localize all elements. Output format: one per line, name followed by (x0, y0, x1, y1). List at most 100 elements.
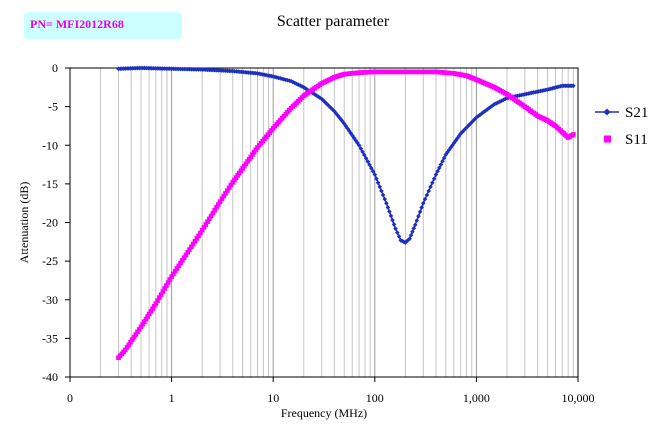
x-axis-title: Frequency (MHz) (281, 406, 367, 420)
legend: S21 S11 (595, 105, 648, 148)
data-point (431, 176, 437, 181)
data-point (417, 209, 423, 215)
data-point (394, 230, 400, 235)
data-point (228, 182, 234, 188)
data-point (203, 222, 209, 227)
data-point (198, 230, 203, 236)
data-point (253, 147, 259, 153)
data-point (223, 191, 228, 196)
data-point (387, 209, 392, 214)
data-point (379, 188, 384, 194)
data-point (445, 149, 450, 155)
data-point (235, 173, 240, 178)
data-point (219, 196, 225, 202)
data-point (238, 168, 244, 174)
data-point (250, 152, 255, 157)
data-point (385, 205, 391, 210)
data-point (133, 332, 139, 337)
data-point (463, 125, 469, 131)
data-point (424, 192, 430, 198)
data-point (185, 249, 191, 255)
data-point (388, 213, 394, 219)
data-point (230, 180, 236, 185)
data-point (165, 280, 171, 285)
data-point (232, 177, 237, 183)
data-point (403, 240, 408, 245)
data-point (233, 175, 239, 180)
data-point (414, 218, 420, 223)
data-point (426, 188, 432, 194)
data-point (243, 161, 249, 167)
data-point (142, 319, 147, 324)
part-number-text: PN= MFI2012R68 (30, 17, 124, 31)
data-point (571, 132, 576, 137)
data-point (292, 80, 298, 86)
data-point (296, 82, 301, 87)
data-point (407, 236, 412, 242)
series (116, 65, 576, 360)
data-point (241, 163, 247, 169)
data-point (372, 172, 378, 177)
data-point (481, 109, 486, 115)
data-point (355, 140, 360, 146)
y-tick-label: -15 (42, 177, 58, 191)
data-point (135, 329, 140, 335)
legend-marker (604, 135, 611, 143)
data-point (225, 188, 230, 193)
data-point (138, 324, 144, 330)
data-point (369, 165, 374, 171)
x-tick-label: 1 (169, 391, 175, 405)
plot-area (69, 67, 579, 378)
legend-label: S11 (625, 132, 648, 148)
data-point (215, 202, 221, 207)
data-point (338, 117, 344, 122)
legend-marker (603, 108, 611, 116)
data-point (430, 180, 435, 186)
data-point (391, 222, 397, 227)
data-point (346, 128, 352, 134)
data-point (221, 193, 227, 199)
data-point (467, 122, 472, 127)
y-tick-label: 0 (52, 61, 58, 75)
data-point (422, 196, 428, 202)
data-point (428, 184, 433, 190)
data-point (187, 247, 192, 252)
data-point (126, 342, 132, 348)
data-point (301, 85, 307, 90)
data-point (328, 105, 334, 111)
data-point (416, 213, 421, 219)
data-point (393, 226, 398, 231)
data-point (501, 97, 506, 103)
data-point (458, 131, 463, 136)
data-point (398, 237, 404, 243)
part-number-badge: PN= MFI2012R68 (24, 12, 182, 39)
data-point (470, 118, 476, 124)
data-point (370, 169, 376, 174)
data-point (178, 260, 183, 266)
data-point (408, 232, 414, 238)
data-point (180, 258, 185, 263)
x-axis: 0 1 10 100 1,000 10,000 (67, 377, 595, 405)
data-point (367, 162, 372, 168)
data-point (169, 274, 174, 279)
data-point (158, 292, 164, 297)
data-point (410, 229, 415, 235)
data-point (358, 146, 364, 151)
data-point (155, 298, 160, 303)
data-point (140, 321, 145, 327)
y-tick-label: -10 (42, 138, 58, 152)
data-point (360, 149, 365, 155)
data-point (174, 266, 180, 271)
data-point (207, 216, 212, 222)
data-point (390, 217, 395, 223)
data-point (490, 103, 495, 108)
data-point (433, 172, 439, 177)
data-point (148, 309, 154, 314)
data-point (483, 108, 488, 114)
data-point (183, 252, 189, 258)
x-tick-label: 10 (267, 391, 279, 405)
y-tick-label: -30 (42, 293, 58, 307)
legend-label: S21 (625, 105, 648, 121)
data-point (172, 268, 178, 274)
